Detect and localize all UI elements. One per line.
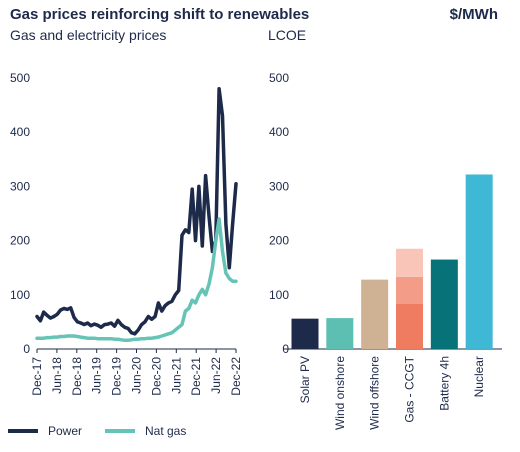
- x-tick-right-2: Wind offshore: [368, 356, 382, 430]
- left-panel-title: Gas and electricity prices: [10, 27, 167, 43]
- x-tick-left-9: Jun-22: [209, 357, 223, 394]
- x-tick-left-1: Jun-18: [50, 357, 64, 394]
- bar-gas-ccgt-segment-2: [396, 248, 423, 277]
- y-tick-left-2: 200: [10, 234, 30, 248]
- x-tick-left-10: Dec-22: [229, 357, 243, 396]
- legend-swatch-nat-gas: [105, 429, 135, 433]
- bar-battery-4h: [430, 259, 458, 349]
- x-tick-left-7: Jun-21: [169, 357, 183, 394]
- y-tick-right-1: 100: [269, 288, 289, 302]
- series-line-nat-gas: [35, 217, 238, 343]
- series-line-power: [35, 87, 238, 336]
- bar-solar-pv: [291, 318, 319, 349]
- x-tick-left-4: Dec-19: [110, 357, 124, 396]
- y-tick-right-5: 500: [269, 71, 289, 85]
- unit-label: $/MWh: [449, 6, 498, 23]
- y-tick-right-4: 400: [269, 125, 289, 139]
- bar-wind-offshore: [361, 279, 389, 349]
- bar-gas-ccgt-segment-1: [396, 276, 423, 305]
- x-tick-left-5: Jun-20: [130, 357, 144, 394]
- y-tick-left-3: 300: [10, 179, 30, 193]
- legend-item-nat-gas: Nat gas: [105, 424, 186, 438]
- x-tick-left-6: Dec-20: [149, 357, 163, 396]
- x-tick-left-0: Dec-17: [30, 357, 44, 396]
- legend-item-power: Power: [8, 424, 82, 438]
- bar-nuclear: [465, 174, 493, 349]
- x-tick-left-2: Dec-18: [70, 357, 84, 396]
- x-tick-right-4: Battery 4h: [437, 356, 451, 411]
- right-panel-title: LCOE: [268, 27, 307, 43]
- x-tick-left-3: Jun-19: [90, 357, 104, 394]
- x-tick-right-1: Wind onshore: [333, 356, 347, 430]
- bar-gas-ccgt-segment-0: [396, 304, 423, 349]
- x-tick-right-5: Nuclear: [472, 356, 486, 397]
- y-tick-left-1: 100: [10, 288, 30, 302]
- y-tick-left-5: 500: [10, 71, 30, 85]
- legend-swatch-power: [8, 429, 38, 433]
- y-tick-left-4: 400: [10, 125, 30, 139]
- legend-label-power: Power: [48, 424, 83, 438]
- y-tick-right-3: 300: [269, 179, 289, 193]
- bar-wind-onshore: [326, 318, 354, 349]
- legend-label-nat-gas: Nat gas: [145, 424, 187, 438]
- x-tick-left-8: Dec-21: [189, 357, 203, 396]
- x-tick-right-0: Solar PV: [298, 356, 312, 403]
- y-tick-right-2: 200: [269, 234, 289, 248]
- y-tick-left-0: 0: [23, 342, 30, 356]
- chart-title: Gas prices reinforcing shift to renewabl…: [10, 6, 310, 23]
- x-tick-right-3: Gas - CCGT: [403, 355, 417, 422]
